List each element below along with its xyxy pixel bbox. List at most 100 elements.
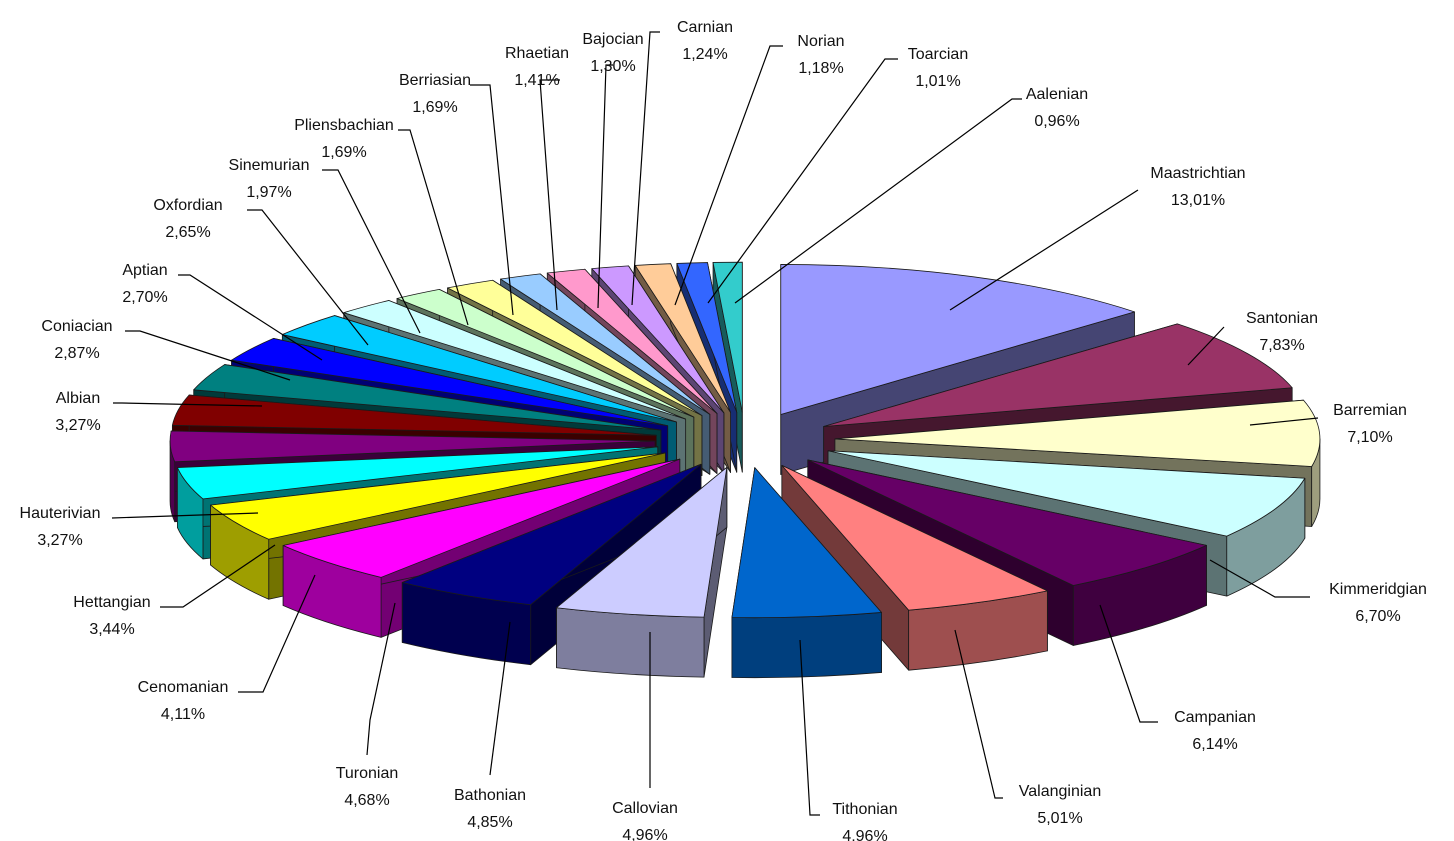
slice-top <box>634 263 731 413</box>
label-name: Coniacian <box>41 318 112 335</box>
label-percent: 2,70% <box>122 289 167 306</box>
slice-top <box>169 430 656 463</box>
label-percent: 4,11% <box>161 706 205 723</box>
label-percent: 1,01% <box>915 73 960 90</box>
slice-top <box>231 337 669 427</box>
label-name: Bathonian <box>454 787 526 804</box>
label-name: Albian <box>56 390 100 407</box>
slice-top <box>210 452 666 540</box>
label-name: Tithonian <box>832 801 897 818</box>
label-norian: Norian 1,18% <box>797 33 844 77</box>
label-rhaetian: Rhaetian 1,41% <box>505 45 569 89</box>
leader-santonian <box>1187 326 1225 366</box>
leader-pliensbachian <box>398 129 469 326</box>
slice-top <box>731 467 882 619</box>
label-turonian: Turonian 4,68% <box>336 765 399 809</box>
label-name: Norian <box>797 33 844 50</box>
slice-callovian <box>556 466 728 678</box>
label-percent: 3,44% <box>89 621 134 638</box>
label-carnian: Carnian 1,24% <box>677 19 733 63</box>
slice-outer-wall <box>556 607 705 678</box>
label-name: Santonian <box>1246 310 1318 327</box>
label-pliensbachian: Pliensbachian 1,69% <box>294 117 394 161</box>
label-name: Bajocian <box>582 31 643 48</box>
slice-top <box>171 394 657 436</box>
label-percent: 1,30% <box>590 58 635 75</box>
label-name: Berriasian <box>399 72 471 89</box>
slice-top <box>447 279 703 416</box>
slice-top <box>823 323 1293 427</box>
leader-berriasian <box>470 84 514 316</box>
leader-maastrichtian <box>949 189 1139 311</box>
label-name: Callovian <box>612 800 678 817</box>
slice-top <box>676 262 738 413</box>
label-percent: 1,69% <box>412 99 457 116</box>
label-percent: 1,24% <box>682 46 727 63</box>
label-name: Aptian <box>122 262 167 279</box>
leader-aalenian <box>734 98 1022 304</box>
label-tithonian: Tithonian 4,96% <box>832 801 897 841</box>
label-percent: 4,85% <box>467 814 512 831</box>
label-percent: 1,69% <box>321 144 366 161</box>
label-albian: Albian 3,27% <box>55 390 100 434</box>
label-percent: 4,96% <box>842 828 887 841</box>
label-hettangian: Hettangian 3,44% <box>73 594 150 638</box>
label-hauterivian: Hauterivian 3,27% <box>20 505 101 549</box>
label-percent: 2,65% <box>165 224 210 241</box>
leader-oxfordian <box>247 209 369 346</box>
label-name: Oxfordian <box>153 197 222 214</box>
slice-labels: Maastrichtian 13,01% Santonian 7,83% Barremi… <box>20 19 1427 841</box>
label-name: Pliensbachian <box>294 117 394 134</box>
label-percent: 1,18% <box>798 60 843 77</box>
label-maastrichtian: Maastrichtian 13,01% <box>1150 165 1245 209</box>
leader-turonian <box>366 602 396 756</box>
label-sinemurian: Sinemurian 1,97% <box>229 157 310 201</box>
slice-top <box>827 450 1306 537</box>
label-percent: 2,87% <box>54 345 99 362</box>
leader-bajocian <box>597 64 613 309</box>
leader-cenomanian <box>238 574 316 693</box>
label-bajocian: Bajocian 1,30% <box>582 31 643 75</box>
label-name: Kimmeridgian <box>1329 581 1427 598</box>
slice-outer-wall <box>731 612 882 679</box>
slice-top <box>591 265 725 414</box>
slice-top <box>807 459 1207 586</box>
slice-top <box>780 264 1135 415</box>
leader-kimmeridgian <box>1209 559 1310 598</box>
label-santonian: Santonian 7,83% <box>1246 310 1318 354</box>
label-valanginian: Valanginian 5,01% <box>1019 783 1101 827</box>
label-percent: 7,83% <box>1259 337 1304 354</box>
slice-top <box>396 289 695 418</box>
label-name: Sinemurian <box>229 157 310 174</box>
label-name: Toarcian <box>908 46 968 63</box>
label-name: Turonian <box>336 765 399 782</box>
leader-sinemurian <box>322 169 421 334</box>
label-percent: 0,96% <box>1034 113 1079 130</box>
label-kimmeridgian: Kimmeridgian 6,70% <box>1329 581 1427 625</box>
leader-campanian <box>1099 604 1158 723</box>
label-toarcian: Toarcian 1,01% <box>908 46 968 90</box>
slice-top <box>834 399 1321 467</box>
slice-top <box>500 273 711 415</box>
label-percent: 4,68% <box>344 792 389 809</box>
label-campanian: Campanian 6,14% <box>1174 709 1256 753</box>
label-percent: 6,14% <box>1192 736 1237 753</box>
label-bathonian: Bathonian 4,85% <box>454 787 526 831</box>
label-name: Valanginian <box>1019 783 1101 800</box>
label-percent: 3,27% <box>55 417 100 434</box>
label-coniacian: Coniacian 2,87% <box>41 318 112 362</box>
leader-valanginian <box>954 629 1003 799</box>
label-percent: 1,41% <box>514 72 559 89</box>
leader-hauterivian <box>111 512 259 519</box>
label-name: Carnian <box>677 19 733 36</box>
slice-tithonian <box>731 467 882 679</box>
slice-top <box>546 268 718 414</box>
label-percent: 5,01% <box>1037 810 1082 827</box>
label-cenomanian: Cenomanian 4,11% <box>138 679 229 723</box>
slice-top <box>781 464 1048 611</box>
leader-hettangian <box>160 544 276 608</box>
pie-slices <box>169 261 1321 679</box>
leader-carnian <box>631 31 660 306</box>
leader-aptian <box>178 274 323 361</box>
